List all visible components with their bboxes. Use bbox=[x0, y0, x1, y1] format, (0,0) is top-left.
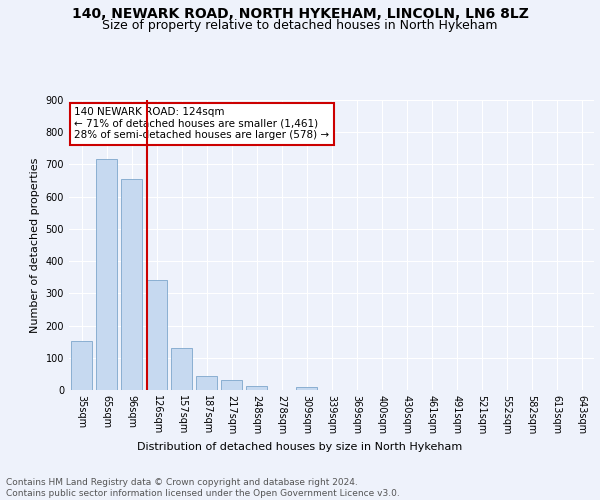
Bar bbox=[296, 387, 317, 390]
Bar bbox=[121, 178, 142, 390]
Bar bbox=[146, 280, 167, 390]
Text: 140 NEWARK ROAD: 124sqm
← 71% of detached houses are smaller (1,461)
28% of semi: 140 NEWARK ROAD: 124sqm ← 71% of detache… bbox=[74, 108, 329, 140]
Text: Size of property relative to detached houses in North Hykeham: Size of property relative to detached ho… bbox=[102, 18, 498, 32]
Bar bbox=[196, 376, 217, 390]
Text: Contains HM Land Registry data © Crown copyright and database right 2024.
Contai: Contains HM Land Registry data © Crown c… bbox=[6, 478, 400, 498]
Bar bbox=[96, 160, 117, 390]
Bar bbox=[246, 386, 267, 390]
Text: Distribution of detached houses by size in North Hykeham: Distribution of detached houses by size … bbox=[137, 442, 463, 452]
Bar bbox=[171, 348, 192, 390]
Bar bbox=[71, 341, 92, 390]
Bar bbox=[221, 380, 242, 390]
Text: 140, NEWARK ROAD, NORTH HYKEHAM, LINCOLN, LN6 8LZ: 140, NEWARK ROAD, NORTH HYKEHAM, LINCOLN… bbox=[71, 8, 529, 22]
Y-axis label: Number of detached properties: Number of detached properties bbox=[30, 158, 40, 332]
